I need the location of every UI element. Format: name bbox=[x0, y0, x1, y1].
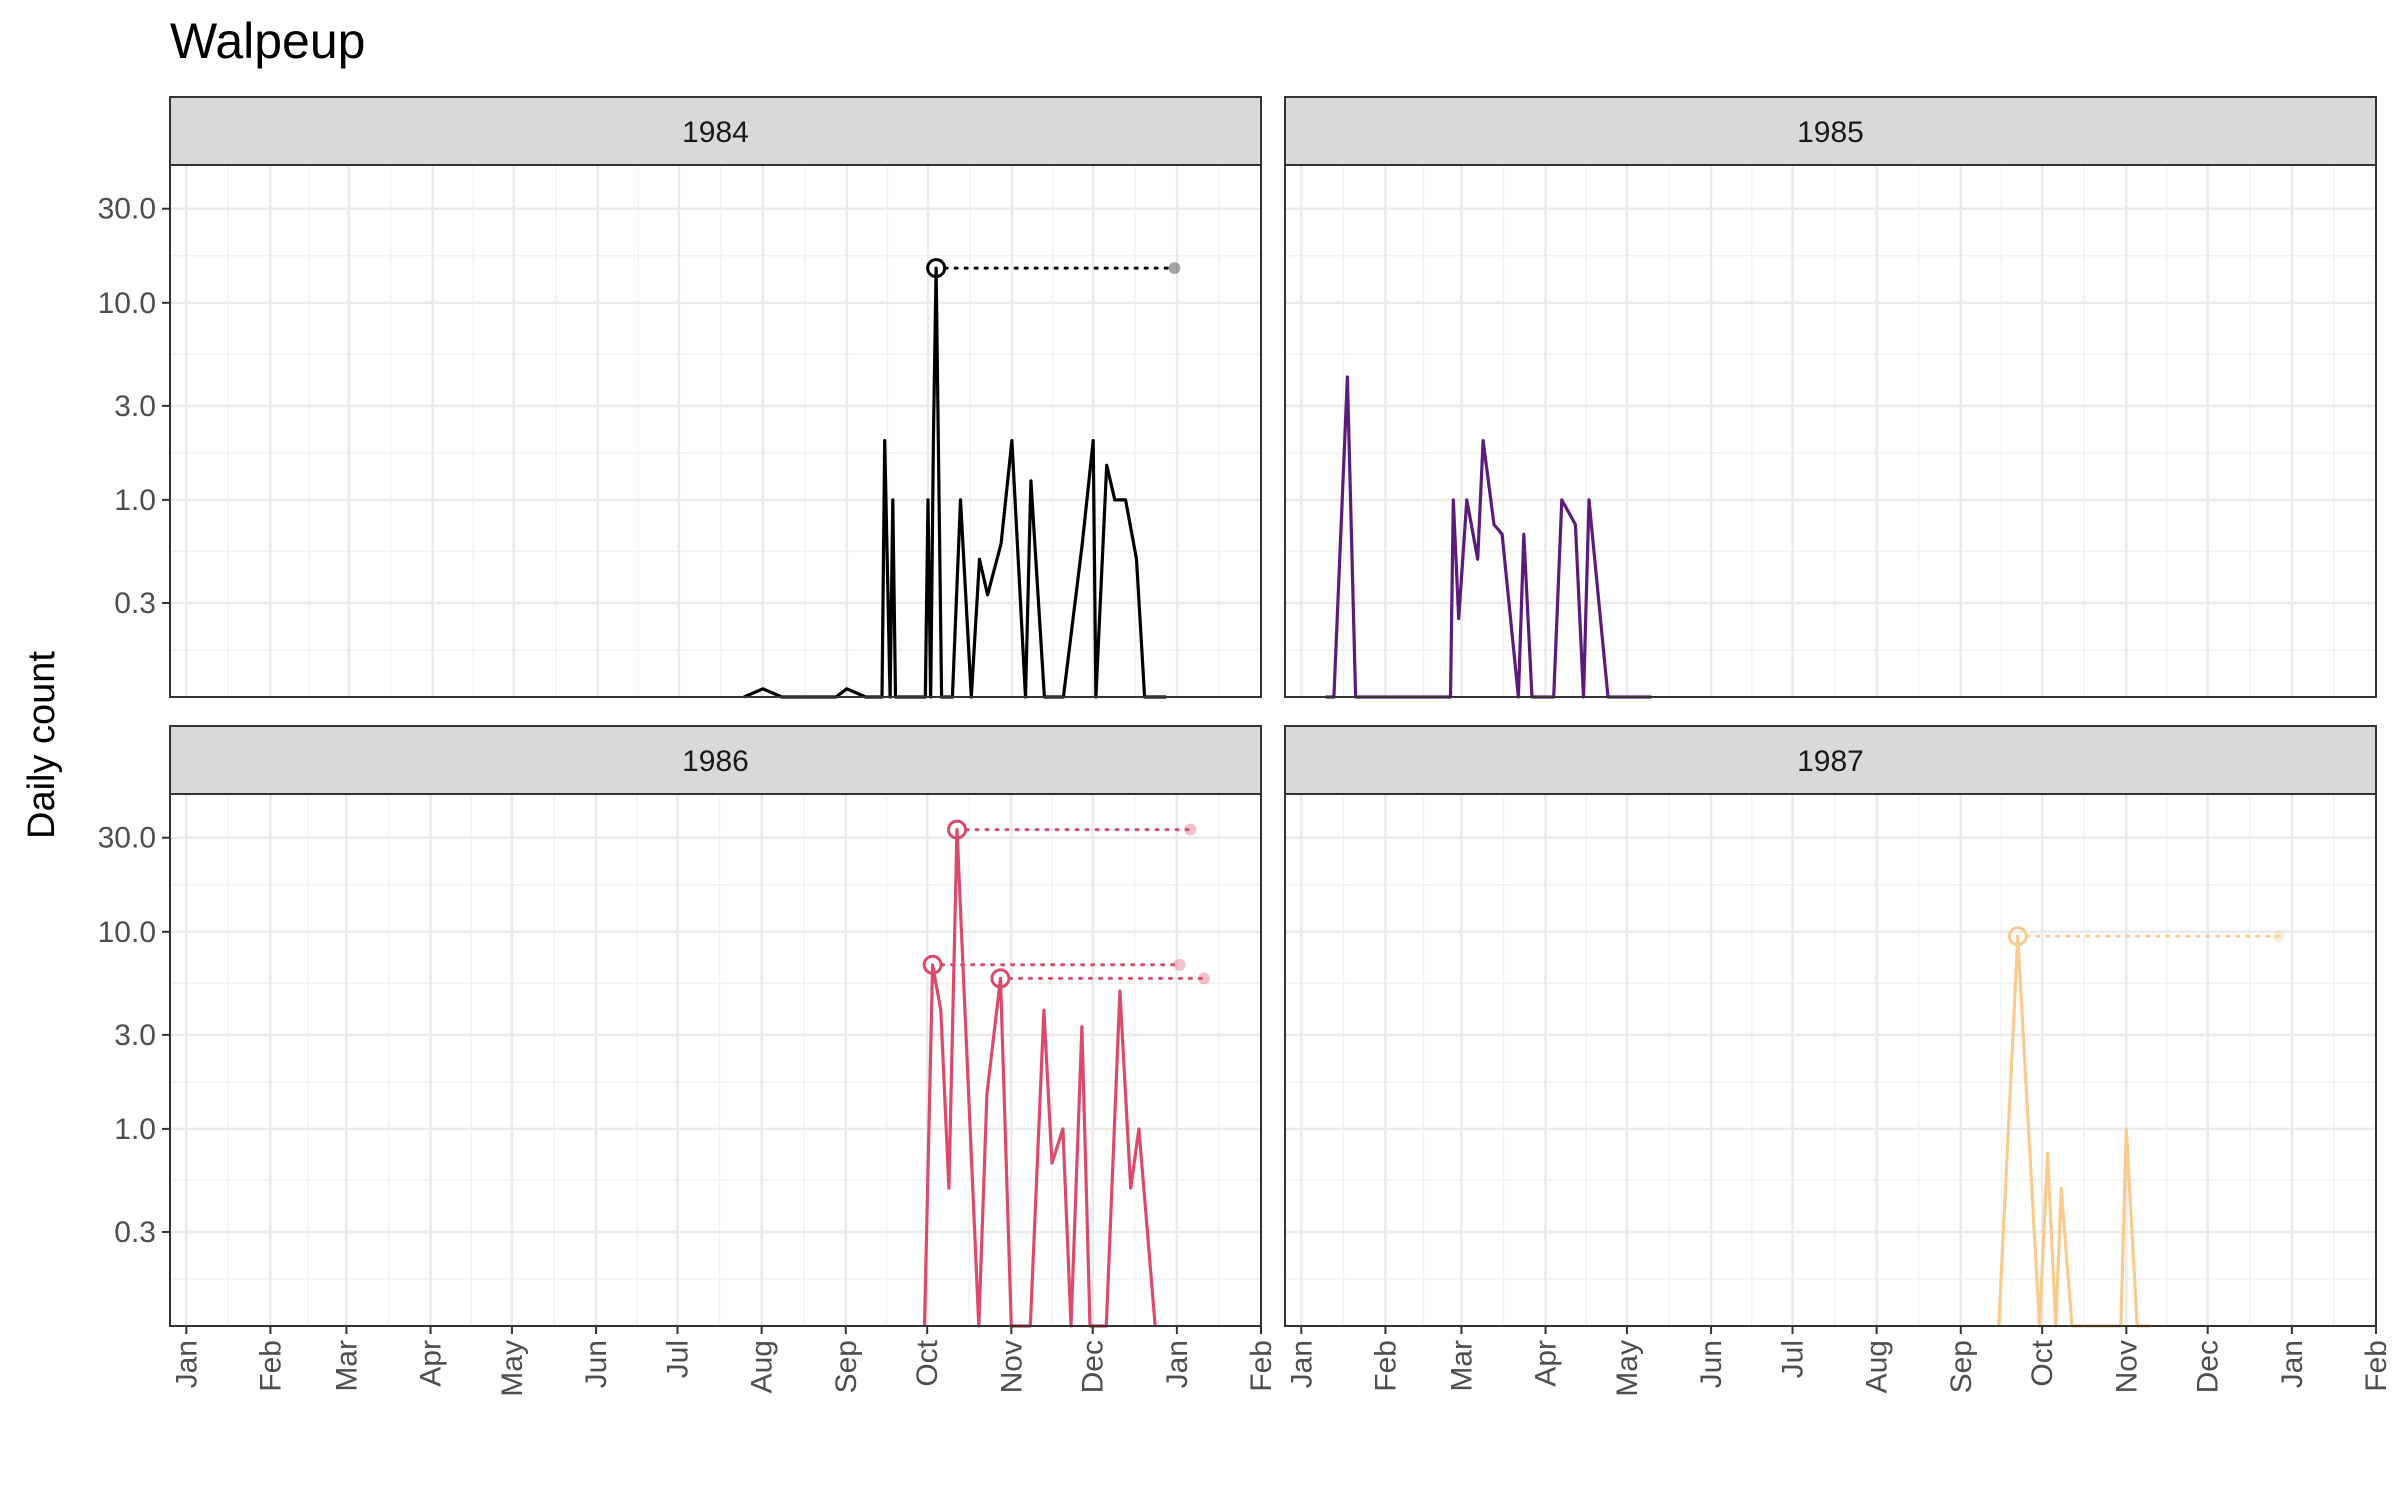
panel-1984: 1984 0.3 1.0 3.0 10.0 30.0 bbox=[98, 96, 1263, 699]
peak-end-point bbox=[1198, 972, 1211, 985]
x-tick-label: Sep bbox=[1945, 1340, 1978, 1393]
x-tick-label: Dec bbox=[2192, 1340, 2225, 1393]
facet-strip-label: 1985 bbox=[1797, 116, 1864, 149]
x-tick-label: May bbox=[496, 1340, 529, 1397]
x-tick-label: Feb bbox=[1245, 1340, 1278, 1392]
x-tick-label: Nov bbox=[995, 1340, 1028, 1393]
panel-background bbox=[1285, 165, 2376, 697]
x-tick-label: Oct bbox=[911, 1339, 944, 1386]
x-tick-label: Aug bbox=[1861, 1340, 1894, 1393]
panel-background bbox=[170, 794, 1261, 1326]
x-tick-label: Feb bbox=[1369, 1340, 1402, 1392]
panel-1986: 1986 0.3 1.0 3.0 10.0 30.0 Jan Feb Mar Apr May Jun J… bbox=[98, 725, 1278, 1397]
y-tick-label: 0.3 bbox=[114, 587, 156, 620]
peak-marker bbox=[922, 954, 943, 975]
x-tick-label: May bbox=[1611, 1340, 1644, 1397]
peak-marker bbox=[947, 819, 968, 840]
x-tick-label: Jan bbox=[1285, 1340, 1318, 1388]
peak-marker bbox=[926, 258, 947, 279]
facet-strip-label: 1986 bbox=[682, 745, 749, 778]
panel-1987: 1987 Jan Feb Mar Apr May Jun Jul Aug Sep Oct Nov Dec… bbox=[1284, 725, 2393, 1397]
x-tick-label: Dec bbox=[1077, 1340, 1110, 1393]
x-tick-label: Oct bbox=[2026, 1339, 2059, 1386]
x-tick-label: Jul bbox=[1777, 1340, 1810, 1378]
x-tick-label: Feb bbox=[254, 1340, 287, 1392]
x-tick-label: Nov bbox=[2110, 1340, 2143, 1393]
x-tick-label: Jun bbox=[1695, 1340, 1728, 1388]
x-tick-label: Sep bbox=[830, 1340, 863, 1393]
x-tick-label: Jun bbox=[580, 1340, 613, 1388]
x-tick-label: Mar bbox=[1445, 1340, 1478, 1392]
y-tick-label: 10.0 bbox=[98, 916, 156, 949]
facet-strip-label: 1987 bbox=[1797, 745, 1864, 778]
panel-1985: 1985 bbox=[1284, 96, 2378, 699]
peak-end-point bbox=[1168, 262, 1181, 275]
peak-end-point bbox=[2272, 930, 2285, 943]
y-axis-label: Daily count bbox=[21, 651, 63, 839]
facet-strip bbox=[1284, 96, 2377, 166]
y-tick-label: 1.0 bbox=[114, 484, 156, 517]
facet-strip bbox=[169, 725, 1262, 795]
facet-strip-label: 1984 bbox=[682, 116, 749, 149]
x-tick-label: Jan bbox=[170, 1340, 203, 1388]
y-tick-label: 30.0 bbox=[98, 193, 156, 226]
y-tick-label: 0.3 bbox=[114, 1216, 156, 1249]
panels-layer: 1984 0.3 1.0 3.0 10.0 30.0 1985 1986 0.3 1.0 3.0 10… bbox=[98, 96, 2393, 1397]
y-tick-label: 1.0 bbox=[114, 1113, 156, 1146]
peak-marker bbox=[2007, 926, 2028, 947]
series-line bbox=[1997, 934, 2151, 1328]
chart-title: Walpeup bbox=[170, 13, 365, 69]
y-tick-label: 3.0 bbox=[114, 1019, 156, 1052]
x-tick-label: Apr bbox=[1530, 1340, 1563, 1387]
panel-background bbox=[1285, 794, 2376, 1326]
series-line bbox=[922, 827, 1157, 1328]
x-tick-label: Jan bbox=[1161, 1340, 1194, 1388]
facet-strip bbox=[1284, 725, 2377, 795]
y-tick-label: 10.0 bbox=[98, 287, 156, 320]
peak-end-point bbox=[1184, 823, 1197, 836]
x-tick-label: Mar bbox=[330, 1340, 363, 1392]
x-tick-label: Apr bbox=[415, 1340, 448, 1387]
peak-end-point bbox=[1173, 958, 1186, 971]
y-tick-label: 30.0 bbox=[98, 822, 156, 855]
y-tick-label: 3.0 bbox=[114, 390, 156, 423]
facet-strip bbox=[169, 96, 1262, 166]
x-tick-label: Aug bbox=[746, 1340, 779, 1393]
panel-background bbox=[170, 165, 1261, 697]
x-tick-label: Feb bbox=[2360, 1340, 2393, 1392]
x-tick-label: Jul bbox=[662, 1340, 695, 1378]
x-tick-label: Jan bbox=[2276, 1340, 2309, 1388]
peak-marker bbox=[990, 968, 1011, 989]
